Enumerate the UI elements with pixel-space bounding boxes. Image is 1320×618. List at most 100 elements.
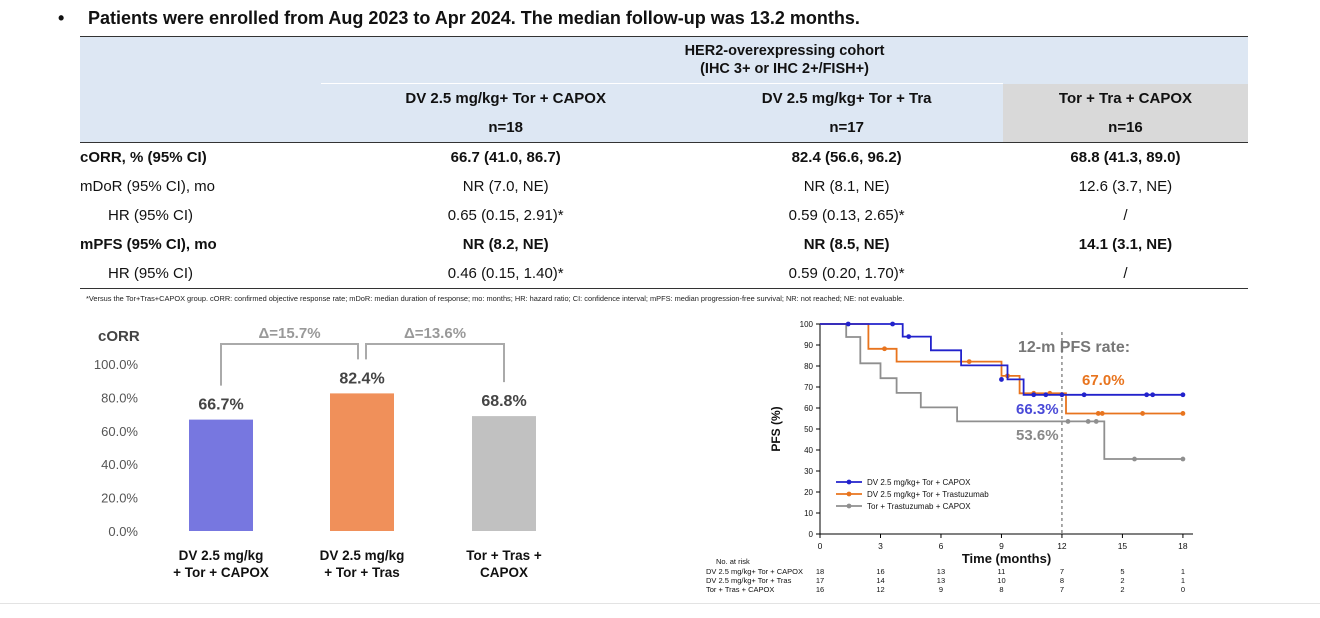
censor-mark [906, 334, 912, 339]
km-curve [820, 323, 1183, 396]
censor-mark [1140, 411, 1145, 416]
at-risk-count: 16 [876, 567, 884, 576]
headline-bullet: • [58, 8, 65, 28]
cohort-title: HER2-overexpressing cohort [684, 43, 885, 59]
row-label: HR (95% CI) [108, 265, 194, 282]
table-row: cORR, % (95% CI) 66.7 (41.0, 86.7) 82.4 … [80, 143, 1248, 173]
delta-label: Δ=13.6% [404, 325, 466, 342]
rate-title: 12-m PFS rate: [1018, 339, 1130, 356]
x-category-label: CAPOX [480, 565, 528, 580]
cohort-header-cell: HER2-overexpressing cohort (IHC 3+ or IH… [321, 36, 1248, 84]
y-tick-label: 50 [804, 425, 813, 434]
y-tick-label: 100 [800, 320, 814, 329]
km-curve [820, 323, 1183, 460]
table-row: mPFS (95% CI), mo NR (8.2, NE) NR (8.5, … [80, 230, 1248, 259]
x-tick-label: 0 [818, 541, 823, 551]
at-risk-count: 0 [1181, 585, 1185, 594]
at-risk-count: 18 [816, 567, 824, 576]
censor-mark [1144, 392, 1150, 398]
censor-mark [1065, 419, 1071, 424]
arm-header-3: Tor + Tra + CAPOX [1002, 83, 1248, 113]
table-cell: 0.46 (0.15, 1.40)* [447, 265, 564, 282]
censor-mark [1180, 411, 1186, 416]
x-tick-label: 18 [1178, 541, 1188, 551]
arm-n-2: n=17 [690, 113, 1003, 143]
censor-mark [999, 377, 1004, 382]
table-cell: NR (7.0, NE) [462, 178, 549, 195]
y-tick-label: 20 [804, 488, 813, 497]
at-risk-count: 7 [1060, 567, 1064, 576]
y-axis-title: PFS (%) [769, 406, 783, 451]
at-risk-count: 17 [816, 576, 824, 585]
table-cell: 12.6 (3.7, NE) [1078, 178, 1173, 195]
row-label: mDoR (95% CI), mo [80, 178, 216, 195]
arm-n-1: n=18 [321, 113, 691, 143]
y-tick-label: 0 [809, 530, 814, 539]
row-label: mPFS (95% CI), mo [80, 236, 217, 253]
at-risk-count: 11 [998, 567, 1006, 576]
table-cell: 14.1 (3.1, NE) [1078, 236, 1173, 253]
at-risk-count: 9 [939, 585, 943, 594]
table-row: HR (95% CI) 0.65 (0.15, 2.91)* 0.59 (0.1… [80, 201, 1248, 230]
x-axis-title: Time (months) [962, 551, 1051, 566]
x-category-label: Tor + Tras + [466, 548, 542, 563]
km-curve [820, 323, 1183, 415]
legend-marker [846, 503, 852, 509]
bar-chart-title: cORR [98, 328, 140, 345]
table-header-n-row: n=18 n=17 n=16 [80, 113, 1248, 143]
table-row: mDoR (95% CI), mo NR (7.0, NE) NR (8.1, … [80, 172, 1248, 201]
at-risk-count: 2 [1120, 576, 1124, 585]
censor-mark [1093, 419, 1099, 424]
table-cell: NR (8.2, NE) [462, 236, 549, 253]
arm-header-2: DV 2.5 mg/kg+ Tor + Tra [690, 83, 1003, 113]
bar [189, 419, 253, 531]
table-header-arm-row: DV 2.5 mg/kg+ Tor + CAPOX DV 2.5 mg/kg+ … [80, 83, 1248, 113]
at-risk-count: 10 [997, 576, 1005, 585]
table-cell: / [1123, 265, 1128, 282]
rate-label-tor-capox: 66.3% [1016, 401, 1059, 418]
censor-mark [966, 359, 972, 364]
censor-mark [1099, 411, 1105, 416]
results-table: HER2-overexpressing cohort (IHC 3+ or IH… [80, 36, 1248, 289]
at-risk-row-label: Tor + Tras + CAPOX [706, 585, 774, 594]
at-risk-count: 13 [937, 567, 945, 576]
header-corner-cell [80, 36, 321, 84]
bar [472, 416, 536, 531]
censor-mark [1132, 456, 1137, 462]
corr-bar-chart: cORR 0.0% 20.0% 40.0% 60.0% 80.0% 100.0% 66.7% D… [94, 325, 542, 580]
y-tick-label: 40.0% [101, 457, 138, 472]
table-cell: NR (8.5, NE) [803, 236, 890, 253]
at-risk-count: 8 [1060, 576, 1064, 585]
y-tick-label: 70 [804, 383, 813, 392]
censor-mark [1180, 456, 1186, 462]
censor-mark [1059, 392, 1065, 398]
censor-mark [845, 321, 851, 327]
y-tick-label: 80 [804, 362, 813, 371]
at-risk-count: 1 [1181, 576, 1185, 585]
row-label: HR (95% CI) [108, 207, 194, 224]
table-cell: 0.59 (0.13, 2.65)* [788, 207, 905, 224]
delta-label: Δ=15.7% [258, 325, 320, 342]
bar [330, 393, 394, 531]
x-category-label: DV 2.5 mg/kg [179, 548, 264, 563]
x-tick-label: 15 [1118, 541, 1128, 551]
x-tick-label: 3 [878, 541, 883, 551]
table-cell: 0.65 (0.15, 2.91)* [447, 207, 564, 224]
y-tick-label: 0.0% [108, 524, 138, 539]
delta-bracket [220, 343, 359, 386]
bar-value-label: 82.4% [339, 370, 384, 387]
y-tick-label: 90 [804, 341, 813, 350]
at-risk-title: No. at risk [716, 557, 750, 566]
headline: • Patients were enrolled from Aug 2023 to… [58, 8, 860, 29]
at-risk-count: 16 [816, 585, 824, 594]
table-cell: 66.7 (41.0, 86.7) [450, 149, 561, 166]
at-risk-row-label: DV 2.5 mg/kg+ Tor + Tras [706, 576, 792, 585]
table-cell: 82.4 (56.6, 96.2) [791, 149, 902, 166]
table-cell: 68.8 (41.3, 89.0) [1070, 149, 1181, 166]
x-tick-label: 12 [1057, 541, 1067, 551]
row-label: cORR, % (95% CI) [80, 149, 207, 166]
x-tick-label: 9 [999, 541, 1004, 551]
at-risk-row-label: DV 2.5 mg/kg+ Tor + CAPOX [706, 567, 803, 576]
x-category-label: + Tor + CAPOX [173, 565, 269, 580]
arm-n-3: n=16 [1002, 113, 1248, 143]
